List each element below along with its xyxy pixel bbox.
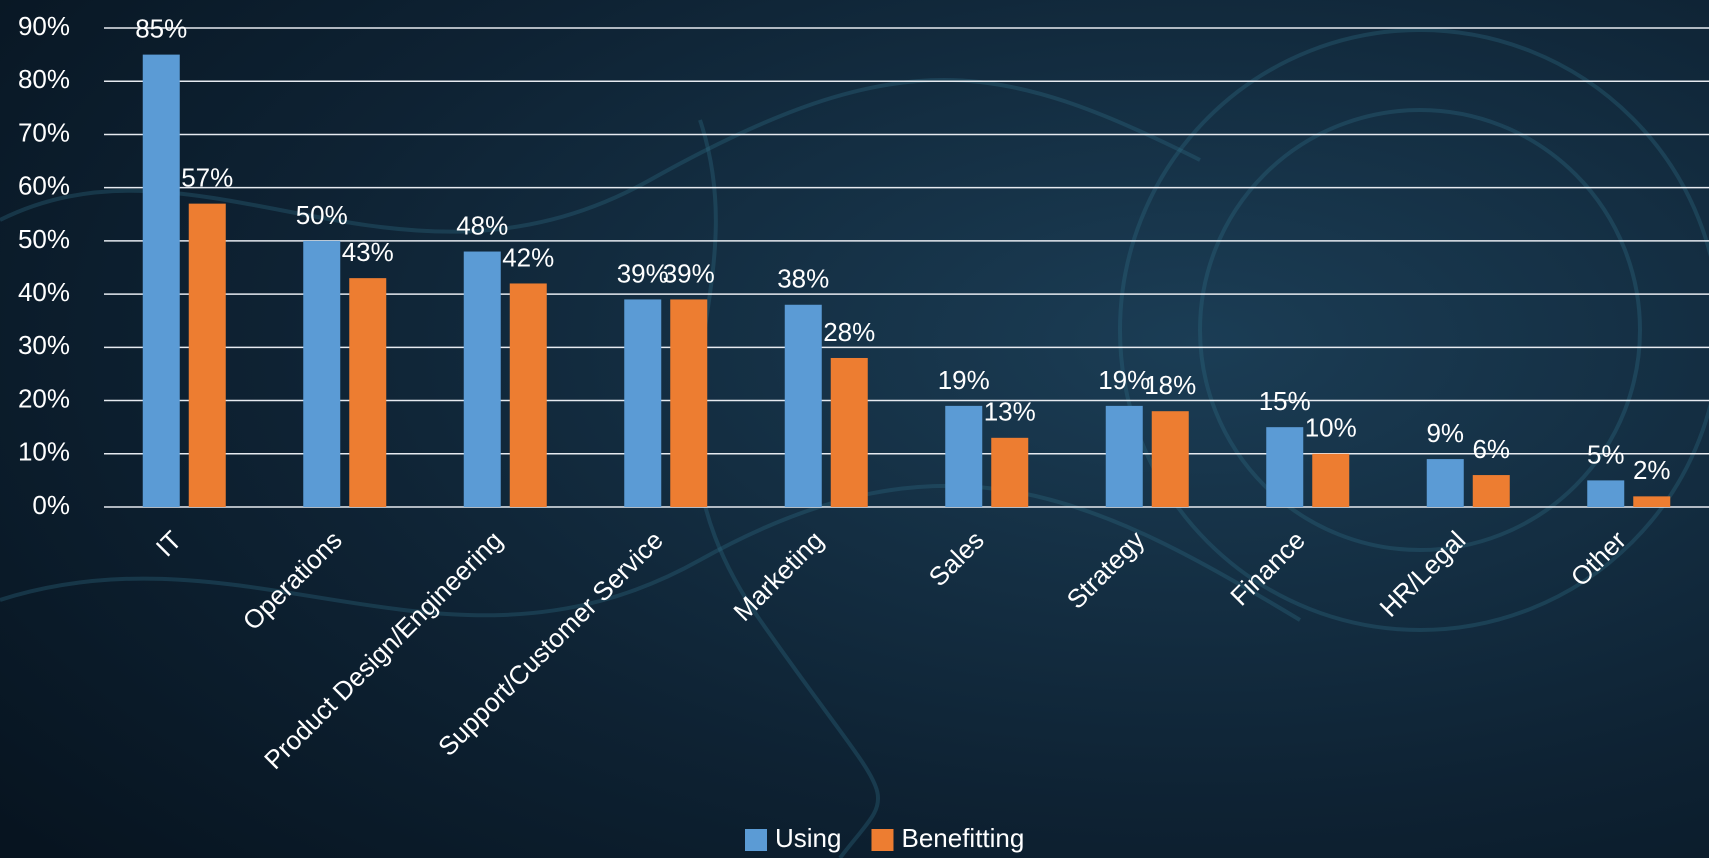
legend-swatch (745, 829, 767, 851)
y-tick-label: 90% (18, 11, 70, 41)
bar (1152, 411, 1189, 507)
data-label: 5% (1587, 439, 1625, 469)
data-label: 43% (342, 237, 394, 267)
y-tick-label: 70% (18, 117, 70, 147)
legend-label: Using (775, 823, 841, 853)
data-label: 15% (1259, 386, 1311, 416)
data-label: 28% (823, 317, 875, 347)
data-label: 42% (502, 242, 554, 272)
bar (1427, 459, 1464, 507)
bar (1106, 406, 1143, 507)
bar (1633, 496, 1670, 507)
legend-label: Benefitting (901, 823, 1024, 853)
data-label: 6% (1472, 434, 1510, 464)
data-label: 85% (135, 13, 187, 43)
data-label: 50% (296, 200, 348, 230)
bar (785, 305, 822, 507)
bar (510, 283, 547, 507)
bar (670, 299, 707, 507)
legend-swatch (871, 829, 893, 851)
data-label: 38% (777, 264, 829, 294)
bar (1473, 475, 1510, 507)
data-label: 9% (1426, 418, 1464, 448)
bar (143, 55, 180, 507)
y-tick-label: 50% (18, 224, 70, 254)
data-label: 39% (663, 258, 715, 288)
data-label: 57% (181, 163, 233, 193)
data-label: 2% (1633, 455, 1671, 485)
bar (303, 241, 340, 507)
data-label: 10% (1305, 413, 1357, 443)
bar (464, 252, 501, 507)
chart: 0%10%20%30%40%50%60%70%80%90%IT85%57%Ope… (0, 0, 1709, 858)
bar (189, 204, 226, 507)
y-tick-label: 10% (18, 437, 70, 467)
data-label: 13% (984, 397, 1036, 427)
data-label: 39% (617, 258, 669, 288)
bar (349, 278, 386, 507)
bar (1587, 480, 1624, 507)
y-tick-label: 60% (18, 171, 70, 201)
bar (1266, 427, 1303, 507)
y-tick-label: 20% (18, 383, 70, 413)
bar (1312, 454, 1349, 507)
bar (624, 299, 661, 507)
y-tick-label: 40% (18, 277, 70, 307)
data-label: 19% (1098, 365, 1150, 395)
data-label: 19% (938, 365, 990, 395)
y-tick-label: 30% (18, 330, 70, 360)
y-tick-label: 80% (18, 64, 70, 94)
data-label: 18% (1144, 370, 1196, 400)
bar (945, 406, 982, 507)
data-label: 48% (456, 210, 508, 240)
bar (991, 438, 1028, 507)
bar (831, 358, 868, 507)
y-tick-label: 0% (32, 490, 70, 520)
